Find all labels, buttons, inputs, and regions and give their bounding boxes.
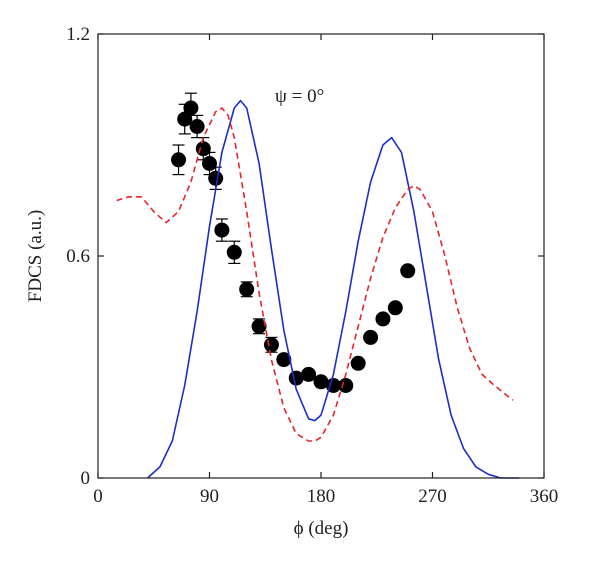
data-point [195, 141, 211, 157]
axis-layer: 0 90 180 270 360 0 0.6 1.2 [66, 24, 558, 507]
solid-theory-curve [147, 99, 520, 479]
data-point [202, 156, 217, 171]
data-point [189, 119, 205, 134]
data-point [214, 222, 230, 238]
data-point [301, 366, 317, 382]
data-point [239, 281, 255, 297]
data-point [208, 170, 224, 186]
data-point [313, 374, 329, 390]
x-axis-title: ϕ (deg) [294, 518, 349, 539]
x-tick-label: 0 [93, 486, 103, 507]
data-point [387, 300, 403, 316]
psi-annotation: ψ = 0° [275, 86, 324, 107]
series-layer [116, 92, 520, 479]
data-point [183, 100, 199, 116]
x-tick-label: 360 [530, 486, 559, 507]
data-point [400, 263, 416, 279]
data-point [171, 152, 187, 168]
x-tick-label: 270 [418, 486, 447, 507]
y-tick-label: 0 [81, 468, 91, 489]
data-point [276, 352, 292, 368]
y-tick-label: 1.2 [66, 24, 90, 45]
y-tick-label: 0.6 [66, 246, 90, 267]
y-axis-title: FDCS (a.u.) [25, 210, 46, 302]
data-point [263, 337, 279, 353]
dashed-theory-curve [116, 107, 514, 442]
data-point [363, 329, 379, 345]
x-tick-label: 180 [307, 486, 336, 507]
data-point [350, 355, 366, 371]
x-tick-label: 90 [200, 486, 219, 507]
data-point [338, 378, 354, 393]
data-point [375, 311, 391, 327]
data-point [251, 318, 267, 334]
data-point [226, 244, 242, 260]
